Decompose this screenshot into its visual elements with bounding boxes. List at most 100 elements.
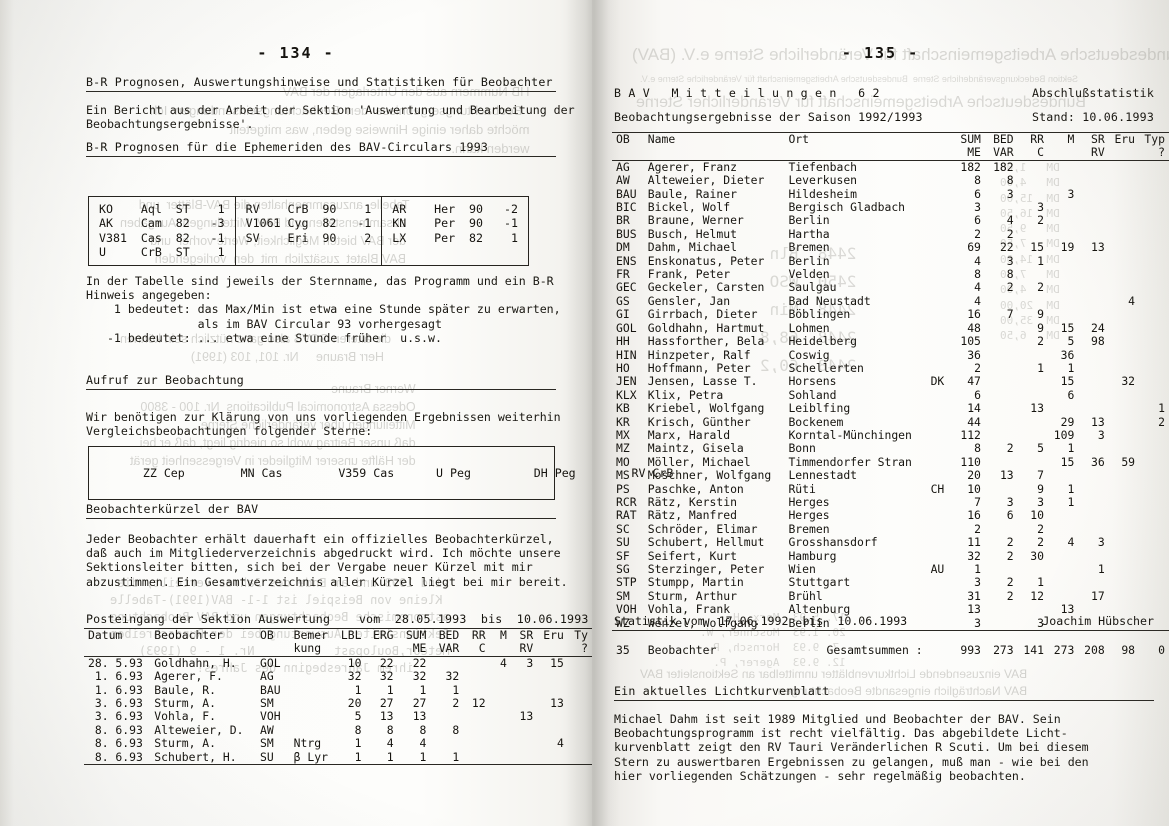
stats-cell-typ	[1139, 159, 1169, 175]
stats-cell-eru	[1109, 402, 1139, 415]
mail-cell-lbl: 32	[347, 669, 362, 684]
stats-cell-bed_var: 2	[1006, 280, 1014, 295]
stats-cell-ort: Altenburg	[788, 602, 851, 617]
mail-cell-rr_c	[463, 737, 489, 750]
lightcurve-text: Michael Dahm ist seit 1989 Mitglied und …	[614, 712, 1089, 783]
mail-col-header: C	[478, 641, 486, 656]
mail-log-title: Posteingang der Sektion Auswertung vom 2…	[86, 612, 589, 626]
mail-col-header: Beobachter	[150, 628, 257, 643]
mail-col-header: ?	[581, 641, 588, 656]
stats-cell-eru	[1109, 322, 1139, 335]
stats-cell-name: Klix, Petra	[647, 387, 724, 402]
stats-cell-ort: Sohland	[788, 387, 837, 402]
stats-cell-bed_var: 8	[1006, 267, 1014, 282]
stats-cell-name: Braune, Werner	[647, 213, 744, 228]
stats-cell-typ	[1139, 214, 1169, 227]
stats-cell-bed_var	[985, 375, 1018, 388]
stats-cell-eru	[1109, 590, 1139, 603]
stats-cell-sum_me: 6	[974, 387, 981, 402]
stats-cell-ob: MX	[616, 427, 630, 442]
stats-cell-m: 3	[1067, 186, 1075, 201]
stats-cell-ort: Coswig	[788, 347, 830, 362]
stats-cell-bed_var: 2	[1006, 548, 1014, 563]
stats-cell-sr_rv: 1	[1097, 562, 1105, 576]
stats-cell-typ	[1139, 308, 1169, 321]
stats-cell-typ	[1139, 281, 1169, 294]
table-row: 8. 6.93 Schubert, H. SU β Lyr 1 1 1 1	[84, 750, 592, 766]
stats-cell-ob: GEC	[616, 280, 637, 295]
stats-cell-typ	[1139, 563, 1169, 576]
stats-cell-ort: Berlin	[788, 253, 830, 268]
stats-cell-land	[927, 576, 952, 589]
stats-cell-bed_var: 4	[1006, 213, 1014, 228]
stats-cell-bed_var	[985, 402, 1018, 415]
table-row: GEC Geckeler, Carsten Saulgau 4 2 2	[612, 280, 1169, 295]
stats-cell-eru: 4	[1128, 293, 1136, 308]
stats-cell-sum_me: 6	[974, 213, 981, 228]
stats-cell-bed_var: 22	[999, 240, 1014, 255]
stats-cell-sum_me: 11	[967, 535, 981, 550]
stats-col-header: Typ	[1139, 132, 1169, 147]
mail-cell-datum: 1. 6.93	[88, 682, 143, 697]
stats-cell-sr_rv: 98	[1090, 334, 1105, 349]
stats-cell-typ	[1139, 255, 1169, 268]
mail-col-header	[365, 642, 397, 656]
stats-cell-ob: KB	[616, 401, 630, 416]
stats-cell-typ	[1139, 456, 1169, 469]
stats-cell-name: Wenzel, Wolfgang	[647, 615, 758, 630]
mail-cell-datum: 1. 6.93	[88, 669, 143, 684]
stats-cell-bed_var: 3	[1006, 494, 1014, 509]
mail-cell-sr_rv	[511, 724, 537, 737]
mail-cell-bemerkung	[290, 697, 334, 710]
mail-cell-bemerkung: β Lyr	[289, 750, 335, 766]
table-row: AW Alteweier, Dieter Leverkusen 8 8	[612, 173, 1169, 187]
mail-cell-lbl: 10	[334, 655, 366, 671]
mail-cell-bed_var: 32	[445, 669, 460, 684]
stats-cell-rr_c	[1018, 375, 1048, 388]
stats-cell-ob: JEN	[616, 374, 637, 389]
mail-cell-typ	[568, 737, 592, 750]
stats-cell-typ	[1139, 349, 1169, 362]
stats-cell-ort: Bonn	[788, 441, 816, 456]
table-row: 3. 6.93 Vohla, F. VOH 5 13 13 13	[84, 710, 592, 724]
stats-cell-sum_me: 7	[974, 494, 981, 509]
mail-col-header	[256, 642, 290, 656]
stats-cell-land	[927, 402, 952, 415]
table-row: PS Paschke, Anton Rüti CH 10 9 1	[612, 481, 1169, 496]
totals-cell: 0	[1158, 643, 1165, 658]
mail-cell-typ	[568, 670, 592, 683]
left-subsection-3-heading: Beobachterkürzel der BAV	[86, 502, 259, 516]
stats-cell-bed_var	[985, 483, 1018, 496]
stats-cell-name: Kriebel, Wolfgang	[647, 401, 765, 416]
table-row: HIN Hinzpeter, Ralf Coswig 36 36	[612, 347, 1169, 362]
stats-cell-name: Sterzinger, Peter	[647, 562, 765, 576]
lightcurve-heading: Ein aktuelles Lichtkurvenblatt	[614, 684, 830, 698]
stats-cell-bed_var: 3	[1006, 186, 1014, 201]
stats-cell-sum_me: 36	[967, 347, 981, 362]
stats-cell-sum_me: 4	[974, 293, 981, 308]
mail-col-header	[490, 642, 511, 656]
stats-cell-eru	[1109, 442, 1139, 455]
mail-cell-eru	[537, 670, 568, 683]
stats-cell-sum_me: 4	[974, 253, 981, 268]
stats-cell-ob: WZ	[616, 615, 630, 630]
stats-cell-ob: SF	[616, 548, 630, 563]
mail-cell-ob: BAU	[260, 682, 281, 697]
stats-cell-bed_var: 6	[1006, 508, 1014, 523]
stats-cell-ob: GS	[616, 293, 630, 308]
stats-cell-rr_c: 2	[1037, 280, 1044, 295]
stats-cell-name: Paschke, Anton	[647, 481, 744, 496]
stats-cell-name: Enskonatus, Peter	[647, 253, 765, 268]
stats-cell-name: Maintz, Gisela	[647, 441, 744, 456]
stats-cell-bed_var: 3	[1006, 253, 1014, 268]
stats-cell-sr_rv: 3	[1097, 427, 1105, 442]
stats-cell-sr_rv: 13	[1090, 414, 1105, 429]
mail-cell-datum: 8. 6.93	[88, 736, 143, 751]
mail-cell-sum_me: 1	[419, 682, 427, 697]
mail-cell-ob: AG	[260, 669, 274, 684]
totals-cell: 273	[1053, 643, 1075, 658]
stats-cell-sr_rv	[1078, 174, 1108, 187]
stats-cell-rr_c: 2	[1037, 521, 1044, 536]
stats-cell-typ	[1139, 188, 1169, 201]
mail-col-header: Bemer	[289, 628, 335, 643]
